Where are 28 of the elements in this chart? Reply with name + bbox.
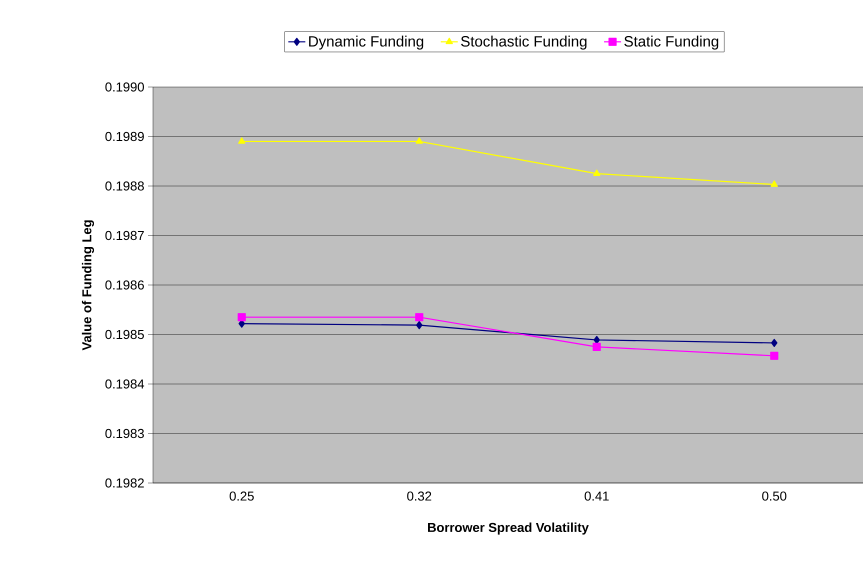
point [771, 338, 778, 348]
point [592, 342, 601, 351]
y-tick-label: 0.1987 [105, 230, 144, 240]
y-tick-label: 0.1990 [105, 82, 144, 92]
point [770, 180, 778, 187]
y-axis-title: Value of Funding Leg [82, 220, 94, 350]
y-tick-label: 0.1989 [105, 132, 144, 142]
y-tick-label: 0.1985 [105, 330, 144, 340]
y-tick-label: 0.1983 [105, 428, 144, 438]
x-tick-label: 0.50 [762, 492, 786, 501]
point [238, 137, 246, 144]
x-tick-label: 0.41 [584, 492, 609, 501]
y-tick-label: 0.1988 [105, 181, 144, 191]
y-tick-label: 0.1982 [105, 478, 144, 488]
y-tick-label: 0.1984 [105, 379, 144, 389]
legend-label: Stochastic Funding [461, 36, 586, 50]
point [416, 137, 423, 144]
legend-label: Dynamic Funding [309, 36, 424, 50]
point [593, 170, 600, 176]
x-tick-label: 0.25 [230, 492, 254, 501]
point [415, 313, 424, 322]
point [770, 352, 778, 360]
x-axis-title: Borrower Spread Volatility [428, 522, 589, 535]
y-tick-label: 0.1986 [105, 280, 144, 290]
x-tick-label: 0.32 [407, 492, 432, 501]
point [238, 313, 246, 322]
legend-label: Static Funding [624, 36, 718, 50]
point [416, 321, 422, 330]
